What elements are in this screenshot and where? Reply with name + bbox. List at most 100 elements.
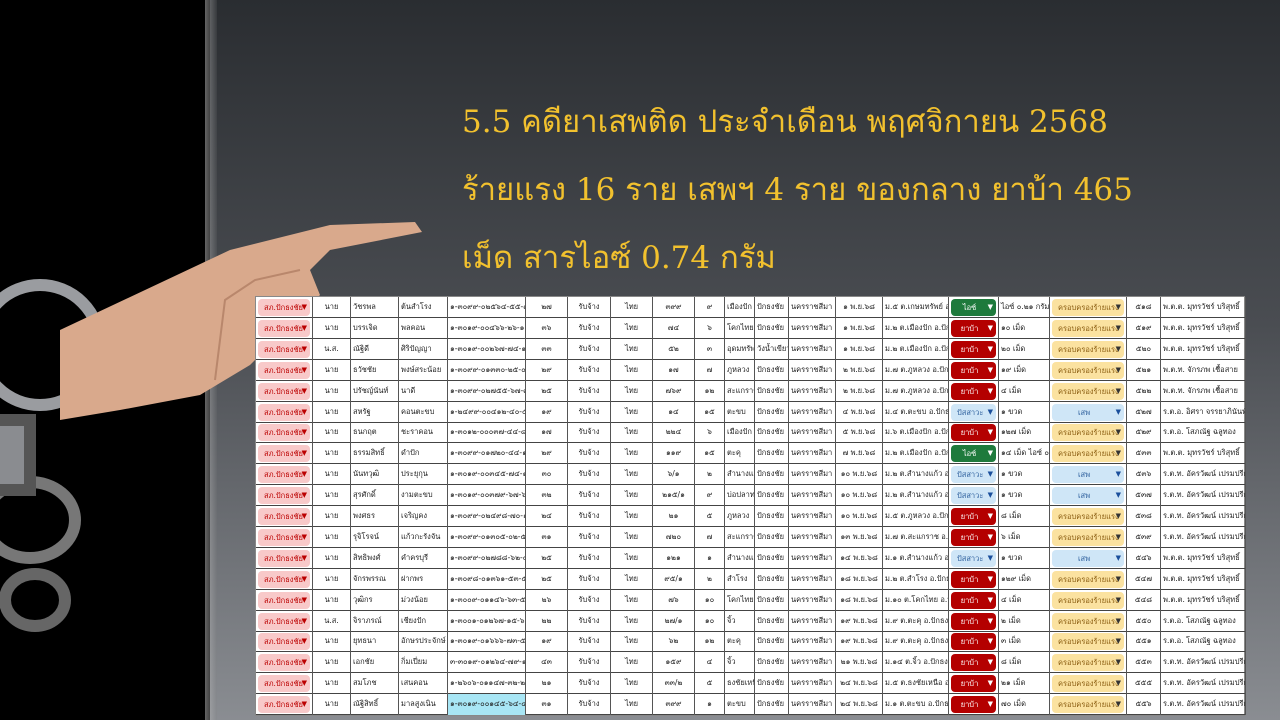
station-dropdown[interactable]: สภ.ปักธงชัย [258, 319, 310, 337]
prefix-cell[interactable]: นาย [313, 443, 351, 465]
drug-type-dropdown[interactable]: ยาบ้า [951, 591, 996, 609]
id-number-cell[interactable]: ๑-๒๖๐๖-๐๑๑๔๗-๓๒-๒ [448, 673, 526, 695]
last-name-cell[interactable]: พงษ์สระน้อย [399, 359, 448, 381]
officer-cell[interactable]: ร.ต.ท. อัครวัฒน์ เปรมปรีดา [1161, 485, 1246, 507]
occupation-cell[interactable]: รับจ้าง [568, 610, 611, 632]
first-name-cell[interactable]: รุจิโรจน์ [351, 526, 399, 548]
location-cell[interactable]: ม.๒ ต.เมืองปัก อ.ปักธ [883, 443, 949, 465]
officer-cell[interactable]: ร.ต.ท. อัครวัฒน์ เปรมปรีดา [1161, 526, 1246, 548]
date-cell[interactable]: ๑ พ.ย.๖๘ [836, 317, 883, 339]
charge-dropdown[interactable]: ครอบครองร้ายแรง [1052, 612, 1124, 630]
house-no-cell[interactable]: ๙๕/๑ [653, 568, 695, 590]
moo-cell[interactable]: ๕ [695, 673, 725, 695]
prefix-cell[interactable]: นาย [313, 568, 351, 590]
case-no-cell[interactable]: ๕๒๐ [1127, 338, 1161, 360]
last-name-cell[interactable]: ฝากพร [399, 568, 448, 590]
subdistrict-cell[interactable]: จิ้ว [725, 652, 755, 674]
last-name-cell[interactable]: เชียงปัก [399, 610, 448, 632]
quantity-cell[interactable]: ๑๒๙ เม็ด [999, 568, 1050, 590]
district-cell[interactable]: ปักธงชัย [755, 610, 789, 632]
case-no-cell[interactable]: ๕๓๙ [1127, 526, 1161, 548]
id-number-cell[interactable]: ๑-๓๐๙๙-๐๑๓๐๕-๐๒-๕ [448, 526, 526, 548]
house-no-cell[interactable]: ๗๒๐ [653, 526, 695, 548]
subdistrict-cell[interactable]: ตะขบ [725, 694, 755, 716]
charge-dropdown[interactable]: ครอบครองร้ายแรง [1052, 675, 1124, 693]
station-dropdown[interactable]: สภ.ปักธงชัย [258, 696, 310, 714]
first-name-cell[interactable]: จิราภรณ์ [351, 610, 399, 632]
district-cell[interactable]: วังน้ำเขียว [755, 338, 789, 360]
station-dropdown[interactable]: สภ.ปักธงชัย [258, 340, 310, 358]
moo-cell[interactable]: ๗ [695, 526, 725, 548]
age-cell[interactable]: ๓๒ [526, 485, 568, 507]
officer-cell[interactable]: ร.ต.อ. โสภณัฐ ฉลูทอง [1161, 422, 1246, 444]
date-cell[interactable]: ๕ พ.ย.๖๘ [836, 422, 883, 444]
moo-cell[interactable]: ๖ [695, 317, 725, 339]
case-no-cell[interactable]: ๕๔๗ [1127, 568, 1161, 590]
station-dropdown[interactable]: สภ.ปักธงชัย [258, 508, 310, 525]
id-number-cell[interactable]: ๑-๓๐๑๙-๐๑๖๖๖-๗๓-๕ [448, 631, 526, 653]
last-name-cell[interactable]: พลคอน [399, 317, 448, 339]
age-cell[interactable]: ๑๗ [526, 422, 568, 444]
quantity-cell[interactable]: ๔ เม็ด [999, 380, 1050, 402]
date-cell[interactable]: ๒ พ.ย.๖๘ [836, 380, 883, 402]
station-dropdown[interactable]: สภ.ปักธงชัย [258, 633, 310, 651]
drug-type-dropdown[interactable]: ปัสสาวะ [951, 403, 996, 421]
prefix-cell[interactable]: นาย [313, 652, 351, 674]
last-name-cell[interactable]: งามตะขบ [399, 485, 448, 507]
prefix-cell[interactable]: นาย [313, 485, 351, 507]
nationality-cell[interactable]: ไทย [611, 673, 653, 695]
location-cell[interactable]: ม.๒ ต.เมืองปัก อ.ปักธ [883, 317, 949, 339]
quantity-cell[interactable]: ๓ เม็ด [999, 631, 1050, 653]
nationality-cell[interactable]: ไทย [611, 526, 653, 548]
nationality-cell[interactable]: ไทย [611, 422, 653, 444]
location-cell[interactable]: ม.๕ ต.ภูหลวง อ.ปักธ [883, 506, 949, 527]
first-name-cell[interactable]: พงศธร [351, 506, 399, 527]
station-dropdown[interactable]: สภ.ปักธงชัย [258, 403, 310, 421]
prefix-cell[interactable]: นาย [313, 631, 351, 653]
subdistrict-cell[interactable]: บ่อปลาทอง [725, 485, 755, 507]
quantity-cell[interactable]: ๘ เม็ด [999, 652, 1050, 674]
officer-cell[interactable]: ร.ต.ท. อัครวัฒน์ เปรมปรีดา [1161, 673, 1246, 695]
charge-dropdown[interactable]: เสพ [1052, 549, 1124, 567]
last-name-cell[interactable]: ต้นสำโรง [399, 297, 448, 318]
charge-dropdown[interactable]: ครอบครองร้ายแรง [1052, 361, 1124, 379]
nationality-cell[interactable]: ไทย [611, 297, 653, 318]
subdistrict-cell[interactable]: สะแกราช [725, 526, 755, 548]
age-cell[interactable]: ๒๕ [526, 568, 568, 590]
station-dropdown[interactable]: สภ.ปักธงชัย [258, 570, 310, 588]
first-name-cell[interactable]: วัชรพล [351, 297, 399, 318]
quantity-cell[interactable]: ๘ เม็ด [999, 506, 1050, 527]
officer-cell[interactable]: พ.ต.ต. มุทรวัชร์ บริสุทธิ์ [1161, 317, 1246, 339]
date-cell[interactable]: ๑๓ พ.ย.๖๘ [836, 526, 883, 548]
occupation-cell[interactable]: รับจ้าง [568, 694, 611, 716]
nationality-cell[interactable]: ไทย [611, 694, 653, 716]
house-no-cell[interactable]: ๓๙๙ [653, 694, 695, 716]
date-cell[interactable]: ๑๙ พ.ย.๖๘ [836, 610, 883, 632]
prefix-cell[interactable]: นาย [313, 297, 351, 318]
id-number-cell[interactable]: ๑-๓๐๑๙-๐๐๓๔๕-๗๔-๑ [448, 464, 526, 486]
officer-cell[interactable]: ร.ต.อ. อิศรา จรรยาภินันท์ [1161, 401, 1246, 423]
subdistrict-cell[interactable]: สำนางแก้ว [725, 547, 755, 569]
location-cell[interactable]: ม.๕ ต.ธงชัยเหนือ อ.ปั [883, 673, 949, 695]
age-cell[interactable]: ๒๙ [526, 443, 568, 465]
occupation-cell[interactable]: รับจ้าง [568, 485, 611, 507]
moo-cell[interactable]: ๖ [695, 422, 725, 444]
drug-type-dropdown[interactable]: ยาบ้า [951, 633, 996, 651]
drug-type-dropdown[interactable]: ยาบ้า [951, 361, 996, 379]
last-name-cell[interactable]: กิ่มเปี่ยม [399, 652, 448, 674]
date-cell[interactable]: ๑๙ พ.ย.๖๘ [836, 631, 883, 653]
case-no-cell[interactable]: ๕๓๗ [1127, 485, 1161, 507]
date-cell[interactable]: ๒๔ พ.ย.๖๘ [836, 673, 883, 695]
district-cell[interactable]: ปักธงชัย [755, 464, 789, 486]
case-no-cell[interactable]: ๕๕๐ [1127, 610, 1161, 632]
date-cell[interactable]: ๒๑ พ.ย.๖๘ [836, 652, 883, 674]
station-dropdown[interactable]: สภ.ปักธงชัย [258, 445, 310, 463]
station-dropdown[interactable]: สภ.ปักธงชัย [258, 528, 310, 546]
province-cell[interactable]: นครราชสีมา [789, 401, 836, 423]
nationality-cell[interactable]: ไทย [611, 464, 653, 486]
first-name-cell[interactable]: บรรเจิด [351, 317, 399, 339]
age-cell[interactable]: ๒๖ [526, 589, 568, 611]
house-no-cell[interactable]: ๒๑ [653, 506, 695, 527]
location-cell[interactable]: ม.๑ ต.สำนางแก้ว อ.ปั [883, 547, 949, 569]
district-cell[interactable]: ปักธงชัย [755, 694, 789, 716]
